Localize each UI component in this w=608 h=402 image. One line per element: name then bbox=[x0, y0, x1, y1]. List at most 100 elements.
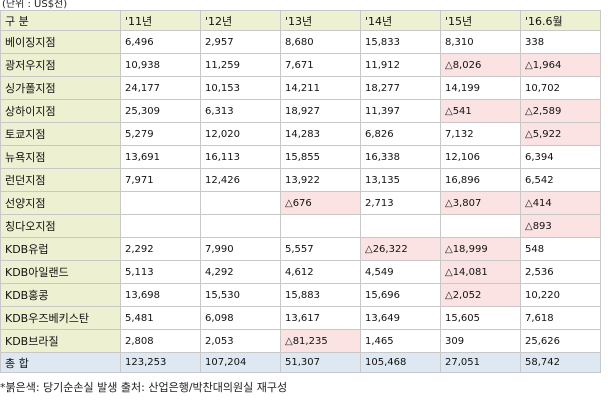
value-cell bbox=[280, 214, 361, 238]
value-cell: 16,896 bbox=[440, 168, 521, 192]
table-row: 상하이지점 25,309 6,313 18,927 11,397 △541 △2,589 bbox=[0, 99, 601, 123]
header-row: 구 분 '11년 '12년 '13년 '14년 '15년 '16.6월 bbox=[0, 10, 601, 31]
value-cell: 13,649 bbox=[360, 306, 441, 330]
total-value: 58,742 bbox=[520, 352, 601, 373]
value-cell: 15,855 bbox=[280, 145, 361, 169]
value-cell: 6,098 bbox=[200, 306, 281, 330]
value-cell: 2,053 bbox=[200, 329, 281, 353]
value-cell: △2,589 bbox=[520, 99, 601, 123]
value-cell: 14,283 bbox=[280, 122, 361, 146]
branch-name: 상하이지점 bbox=[0, 99, 121, 123]
table-row: KDB유럽 2,292 7,990 5,557 △26,322 △18,999 548 bbox=[0, 237, 601, 261]
value-cell: 548 bbox=[520, 237, 601, 261]
value-cell bbox=[360, 214, 441, 238]
value-cell bbox=[440, 214, 521, 238]
value-cell: 10,938 bbox=[120, 53, 201, 77]
branch-name: KDB우즈베키스탄 bbox=[0, 306, 121, 330]
value-cell: △26,322 bbox=[360, 237, 441, 261]
header-label: 구 분 bbox=[0, 10, 121, 31]
value-cell: 24,177 bbox=[120, 76, 201, 100]
value-cell: 6,826 bbox=[360, 122, 441, 146]
value-cell: 2,292 bbox=[120, 237, 201, 261]
value-cell: 11,397 bbox=[360, 99, 441, 123]
value-cell: 6,496 bbox=[120, 30, 201, 54]
value-cell: 338 bbox=[520, 30, 601, 54]
value-cell: 13,698 bbox=[120, 283, 201, 307]
value-cell: △8,026 bbox=[440, 53, 521, 77]
value-cell: 4,549 bbox=[360, 260, 441, 284]
branch-name: 런던지점 bbox=[0, 168, 121, 192]
table-row: KDB홍콩 13,698 15,530 15,883 15,696 △2,052 10,22… bbox=[0, 283, 601, 307]
branch-name: 선양지점 bbox=[0, 191, 121, 215]
value-cell: 18,927 bbox=[280, 99, 361, 123]
value-cell: 15,605 bbox=[440, 306, 521, 330]
header-year: '12년 bbox=[200, 10, 281, 31]
value-cell: △81,235 bbox=[280, 329, 361, 353]
value-cell bbox=[120, 191, 201, 215]
table-row: 베이징지점 6,496 2,957 8,680 15,833 8,310 338 bbox=[0, 30, 601, 54]
value-cell: △5,922 bbox=[520, 122, 601, 146]
branch-name: KDB브라질 bbox=[0, 329, 121, 353]
value-cell: 15,833 bbox=[360, 30, 441, 54]
value-cell: 18,277 bbox=[360, 76, 441, 100]
value-cell: △414 bbox=[520, 191, 601, 215]
value-cell bbox=[120, 214, 201, 238]
value-cell: 10,153 bbox=[200, 76, 281, 100]
value-cell: 13,691 bbox=[120, 145, 201, 169]
value-cell: 12,426 bbox=[200, 168, 281, 192]
value-cell: 25,626 bbox=[520, 329, 601, 353]
value-cell: △3,807 bbox=[440, 191, 521, 215]
value-cell: 12,020 bbox=[200, 122, 281, 146]
value-cell: 25,309 bbox=[120, 99, 201, 123]
table-row: 뉴욕지점 13,691 16,113 15,855 16,338 12,106 6,394 bbox=[0, 145, 601, 169]
value-cell: 4,612 bbox=[280, 260, 361, 284]
table-body: 구 분 '11년 '12년 '13년 '14년 '15년 '16.6월 베이징지… bbox=[0, 10, 601, 373]
value-cell: 16,113 bbox=[200, 145, 281, 169]
value-cell: △1,964 bbox=[520, 53, 601, 77]
value-cell: △18,999 bbox=[440, 237, 521, 261]
total-label: 총 합 bbox=[0, 352, 121, 373]
branch-name: 토쿄지점 bbox=[0, 122, 121, 146]
value-cell: 6,394 bbox=[520, 145, 601, 169]
total-value: 107,204 bbox=[200, 352, 281, 373]
value-cell: 15,696 bbox=[360, 283, 441, 307]
value-cell: 2,957 bbox=[200, 30, 281, 54]
header-year: '13년 bbox=[280, 10, 361, 31]
table-row: 칭다오지점 △893 bbox=[0, 214, 601, 238]
table-row: KDB우즈베키스탄 5,481 6,098 13,617 13,649 15,605 7,6… bbox=[0, 306, 601, 330]
value-cell: 13,922 bbox=[280, 168, 361, 192]
value-cell: 10,702 bbox=[520, 76, 601, 100]
value-cell: 13,135 bbox=[360, 168, 441, 192]
header-year: '14년 bbox=[360, 10, 441, 31]
branch-name: 칭다오지점 bbox=[0, 214, 121, 238]
value-cell bbox=[200, 191, 281, 215]
value-cell: 7,971 bbox=[120, 168, 201, 192]
value-cell: 7,132 bbox=[440, 122, 521, 146]
value-cell: 1,465 bbox=[360, 329, 441, 353]
table-row: 싱가폴지점 24,177 10,153 14,211 18,277 14,199 10,70… bbox=[0, 76, 601, 100]
total-value: 123,253 bbox=[120, 352, 201, 373]
total-value: 51,307 bbox=[280, 352, 361, 373]
value-cell: 15,530 bbox=[200, 283, 281, 307]
value-cell: △676 bbox=[280, 191, 361, 215]
value-cell: 309 bbox=[440, 329, 521, 353]
value-cell: 16,338 bbox=[360, 145, 441, 169]
value-cell: 7,671 bbox=[280, 53, 361, 77]
value-cell: 2,536 bbox=[520, 260, 601, 284]
value-cell: △893 bbox=[520, 214, 601, 238]
header-year: '11년 bbox=[120, 10, 201, 31]
footnote: *붉은색: 당기순손실 발생 출처: 산업은행/박찬대의원실 재구성 bbox=[0, 381, 288, 394]
header-year: '15년 bbox=[440, 10, 521, 31]
table-row: KDB아일랜드 5,113 4,292 4,612 4,549 △14,081 2,536 bbox=[0, 260, 601, 284]
branch-profit-table: 구 분 '11년 '12년 '13년 '14년 '15년 '16.6월 베이징지… bbox=[0, 10, 601, 373]
value-cell: 7,990 bbox=[200, 237, 281, 261]
value-cell: 4,292 bbox=[200, 260, 281, 284]
value-cell: 12,106 bbox=[440, 145, 521, 169]
value-cell: 6,542 bbox=[520, 168, 601, 192]
value-cell: 11,912 bbox=[360, 53, 441, 77]
branch-name: 싱가폴지점 bbox=[0, 76, 121, 100]
value-cell: △14,081 bbox=[440, 260, 521, 284]
value-cell: 2,808 bbox=[120, 329, 201, 353]
value-cell: 2,713 bbox=[360, 191, 441, 215]
value-cell: 6,313 bbox=[200, 99, 281, 123]
